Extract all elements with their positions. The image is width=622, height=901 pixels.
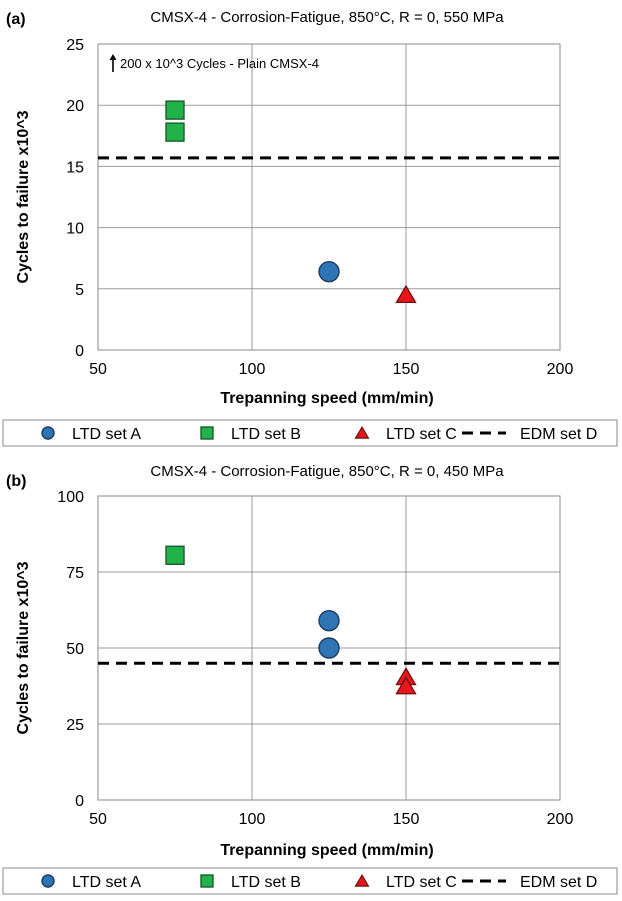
- legend-symbol-triangle: [354, 873, 370, 887]
- chart-panel-1: (a) CMSX-4 - Corrosion-Fatigue, 850°C, R …: [2, 9, 618, 447]
- legend-label: LTD set A: [72, 426, 141, 443]
- y-tick-label: 10: [66, 221, 84, 238]
- legend-symbol-triangle: [354, 425, 370, 439]
- annotation-arrowhead: [109, 54, 117, 60]
- legend-label: LTD set B: [231, 874, 301, 891]
- legend-symbol-circle: [41, 426, 55, 440]
- data-point-circle: [318, 260, 340, 283]
- series-ltd-set-c: [395, 284, 417, 303]
- data-point-circle: [318, 609, 340, 632]
- legend-symbol-circle: [41, 874, 55, 888]
- panel-label: (a): [6, 11, 26, 28]
- legend-item: LTD set A: [41, 426, 141, 443]
- legend-box: [2, 419, 618, 447]
- y-tick-label: 100: [57, 489, 84, 506]
- legend-label: LTD set C: [386, 874, 457, 891]
- legend-box: [2, 867, 618, 895]
- plot-frame: [97, 43, 561, 351]
- x-tick-label: 150: [393, 811, 420, 828]
- legend-item: LTD set B: [200, 426, 301, 443]
- legend-item: EDM set D: [462, 874, 597, 891]
- data-point-circle: [318, 637, 340, 659]
- y-tick-label: 75: [66, 565, 84, 582]
- legend-symbol-square: [200, 874, 214, 888]
- legend-item: LTD set C: [354, 873, 457, 891]
- legend-label: EDM set D: [520, 426, 597, 443]
- legend: LTD set A LTD set B LTD set C EDM set D: [2, 419, 618, 447]
- y-tick-label: 25: [66, 37, 84, 54]
- data-point-square: [165, 100, 185, 120]
- y-axis-label: Cycles to failure x10^3: [15, 561, 32, 734]
- legend-label: EDM set D: [520, 874, 597, 891]
- plot-frame: [97, 495, 561, 801]
- series-ltd-set-b: [165, 100, 185, 142]
- y-tick-label: 0: [75, 793, 84, 810]
- legend-item: EDM set D: [462, 426, 597, 443]
- chart-title: CMSX-4 - Corrosion-Fatigue, 850°C, R = 0…: [150, 463, 504, 480]
- x-tick-label: 200: [547, 811, 574, 828]
- data-point-triangle: [395, 676, 417, 695]
- x-axis-label: Trepanning speed (mm/min): [220, 390, 433, 407]
- x-tick-label: 100: [239, 361, 266, 378]
- y-tick-label: 5: [75, 282, 84, 299]
- x-tick-label: 150: [393, 361, 420, 378]
- series-ltd-set-a: [318, 609, 340, 659]
- x-tick-label: 50: [89, 811, 107, 828]
- legend-label: LTD set A: [72, 874, 141, 891]
- y-tick-label: 25: [66, 717, 84, 734]
- annotation-text: 200 x 10^3 Cycles - Plain CMSX-4: [120, 56, 319, 71]
- legend-label: LTD set B: [231, 426, 301, 443]
- y-tick-label: 20: [66, 98, 84, 115]
- data-point-triangle: [395, 284, 417, 303]
- legend-symbol-square: [200, 426, 214, 440]
- legend-item: LTD set A: [41, 874, 141, 891]
- y-axis-label: Cycles to failure x10^3: [15, 110, 32, 283]
- chart-panel-2: (b) CMSX-4 - Corrosion-Fatigue, 850°C, R …: [2, 463, 618, 895]
- data-point-square: [165, 122, 185, 142]
- series-ltd-set-c: [395, 666, 417, 695]
- x-tick-label: 50: [89, 361, 107, 378]
- y-tick-label: 50: [66, 641, 84, 658]
- x-axis-label: Trepanning speed (mm/min): [220, 842, 433, 859]
- series-ltd-set-a: [318, 260, 340, 283]
- x-tick-label: 200: [547, 361, 574, 378]
- series-ltd-set-b: [165, 545, 185, 565]
- data-point-square: [165, 545, 185, 565]
- legend-item: LTD set B: [200, 874, 301, 891]
- legend: LTD set A LTD set B LTD set C EDM set D: [2, 867, 618, 895]
- panel-label: (b): [6, 473, 26, 490]
- y-tick-label: 15: [66, 159, 84, 176]
- y-tick-label: 0: [75, 343, 84, 360]
- legend-label: LTD set C: [386, 426, 457, 443]
- legend-item: LTD set C: [354, 425, 457, 443]
- x-tick-label: 100: [239, 811, 266, 828]
- chart-title: CMSX-4 - Corrosion-Fatigue, 850°C, R = 0…: [150, 9, 504, 26]
